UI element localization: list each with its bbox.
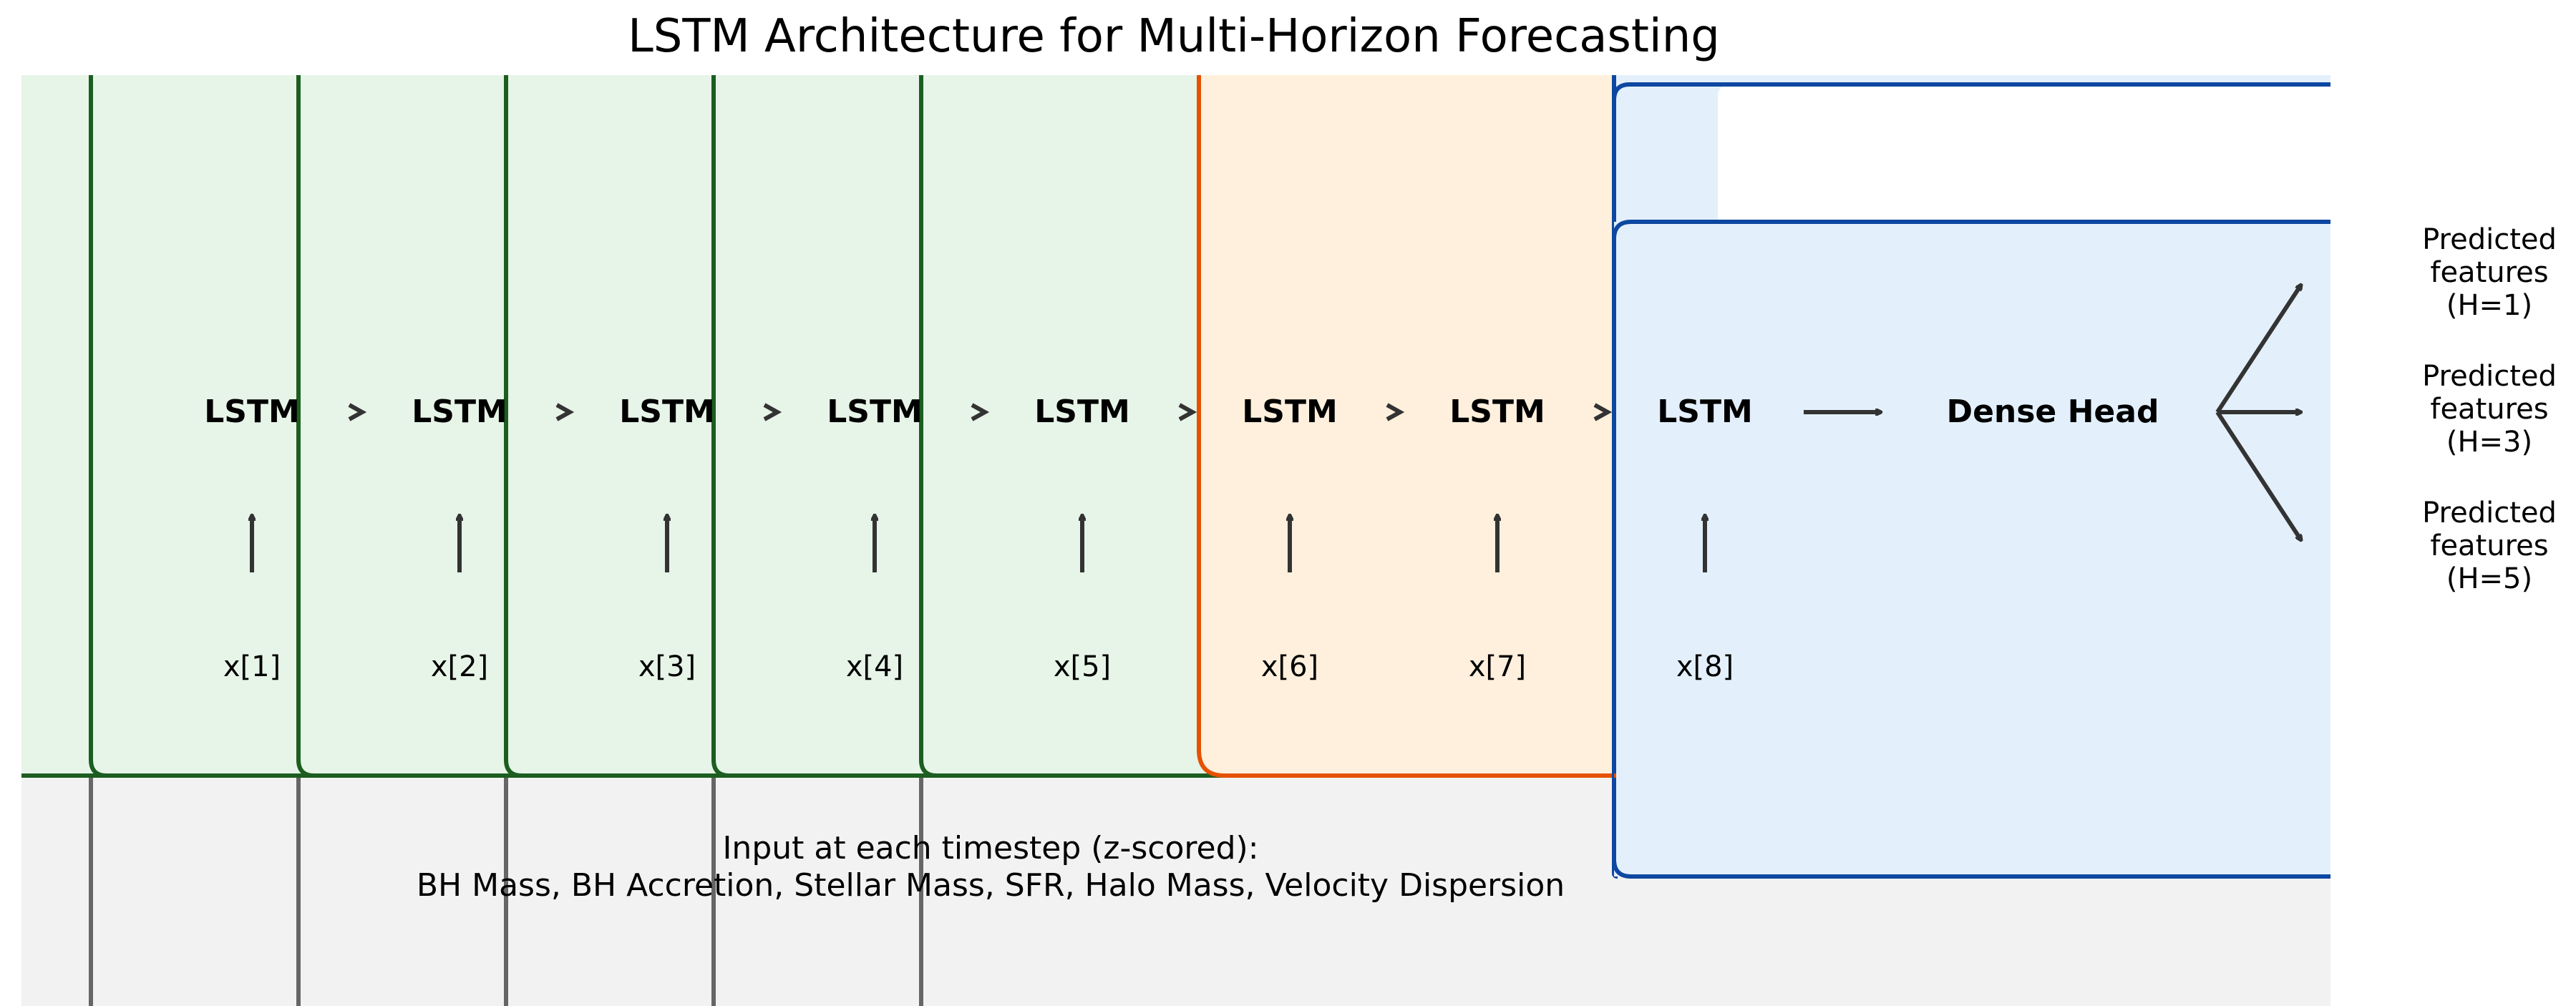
timestep-input-label: x[5] <box>1054 650 1111 683</box>
output-labels: Predictedfeatures(H=1)Predictedfeatures(… <box>2422 223 2557 595</box>
input-note-line1: Input at each timestep (z-scored): <box>722 830 1258 866</box>
recurrent-arrow <box>555 403 575 421</box>
output-label-line1: Predicted <box>2422 360 2557 393</box>
output-label-line2: features <box>2430 529 2548 562</box>
lstm-cell-label: LSTM <box>619 394 715 430</box>
timestep-input-label: x[3] <box>638 650 696 683</box>
output-label-line1: Predicted <box>2422 497 2557 529</box>
recurrent-arrow <box>763 403 782 421</box>
output-label-line2: features <box>2430 393 2548 426</box>
output-label-line1: Predicted <box>2422 223 2557 256</box>
output-arrows <box>2215 285 2301 540</box>
lstm-cell-label: LSTM <box>204 394 300 430</box>
green-timestep-region <box>21 75 1224 778</box>
lstm-cells: LSTM x[1] LSTM x[2] LSTM x[3] LSTM x[4] LSTM x[5]… <box>204 394 1753 683</box>
lstm-cell-label: LSTM <box>1034 394 1130 430</box>
lstm-cell-label: LSTM <box>412 394 507 430</box>
recurrent-arrow <box>348 403 367 421</box>
timestep-input-label: x[1] <box>223 650 281 683</box>
output-label-line3: (H=1) <box>2446 289 2532 322</box>
timestep-input-label: x[8] <box>1676 650 1734 683</box>
timestep-input-label: x[2] <box>431 650 488 683</box>
timestep-input-label: x[4] <box>846 650 903 683</box>
lstm-cell-label: LSTM <box>1242 394 1338 430</box>
recurrent-arrow <box>971 403 990 421</box>
blue-output-region <box>1612 75 2330 879</box>
orange-timestep-region <box>1197 75 1614 778</box>
lstm-cell-label: LSTM <box>827 394 923 430</box>
lstm-cell-label: LSTM <box>1657 394 1753 430</box>
lstm-cell-label: LSTM <box>1449 394 1545 430</box>
output-label-line2: features <box>2430 256 2548 289</box>
input-note-line2: BH Mass, BH Accretion, Stellar Mass, SFR… <box>417 867 1565 904</box>
diagram-title: LSTM Architecture for Multi-Horizon Fore… <box>628 10 1720 63</box>
output-arrow-h1 <box>2215 285 2301 414</box>
output-arrow-h5 <box>2215 411 2301 540</box>
timestep-input-label: x[6] <box>1261 650 1318 683</box>
recurrent-arrow <box>1593 403 1613 421</box>
recurrent-arrow <box>1386 403 1405 421</box>
output-label-line3: (H=3) <box>2446 426 2532 459</box>
dense-head-label: Dense Head <box>1947 394 2159 430</box>
output-label-line3: (H=5) <box>2446 562 2532 595</box>
recurrent-arrow <box>1178 403 1197 421</box>
timestep-input-label: x[7] <box>1469 650 1526 683</box>
